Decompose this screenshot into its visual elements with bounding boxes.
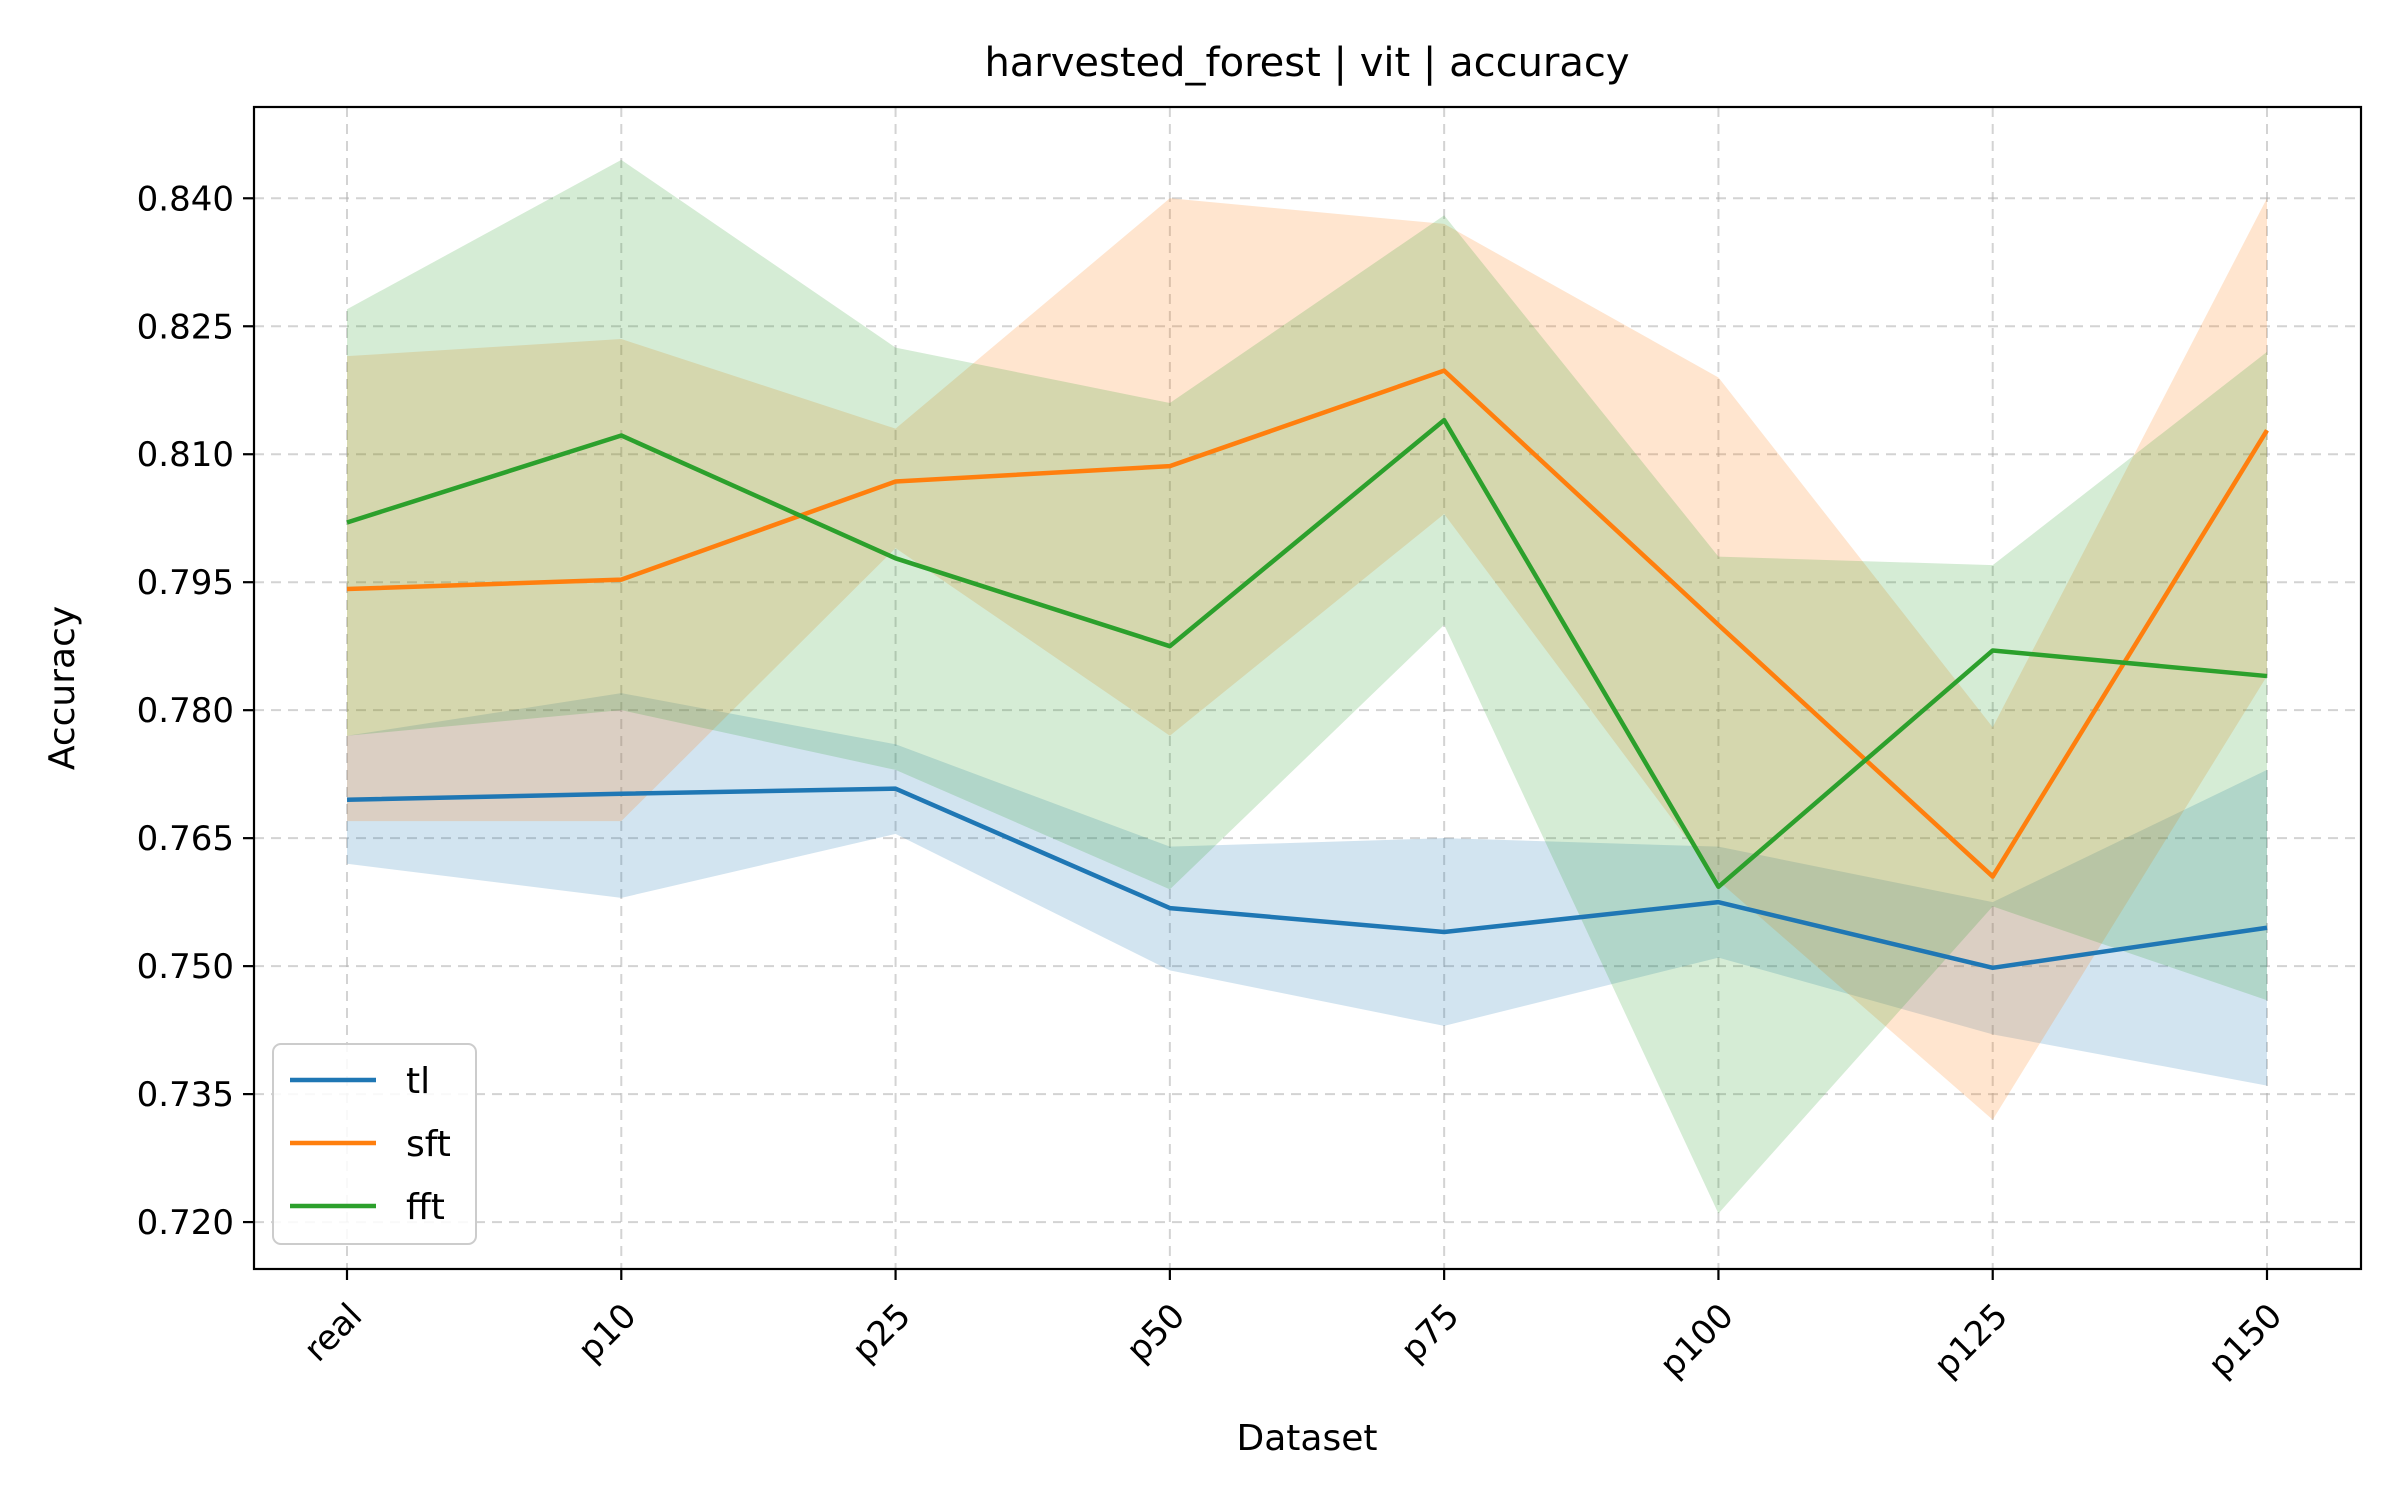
y-tick-label: 0.765 <box>137 819 234 859</box>
y-tick-label: 0.825 <box>137 307 234 347</box>
y-tick-label: 0.795 <box>137 563 234 603</box>
x-axis-title: Dataset <box>1237 1418 1378 1459</box>
chart-title: harvested_forest | vit | accuracy <box>984 40 1629 86</box>
y-tick-label: 0.720 <box>137 1203 234 1243</box>
y-tick-label: 0.780 <box>137 691 234 731</box>
y-tick-label: 0.735 <box>137 1075 234 1115</box>
series-line-sft <box>346 368 2269 879</box>
y-tick-label: 0.750 <box>137 947 234 987</box>
band-fft <box>347 159 2267 1214</box>
series-lines <box>346 368 2269 971</box>
y-axis-title: Accuracy <box>42 606 83 770</box>
y-tick-label: 0.840 <box>137 179 234 219</box>
legend-label-tl: tl <box>406 1061 430 1102</box>
y-axis-ticks: 0.720 0.735 0.750 0.765 0.780 0.795 0.810 0.825… <box>137 179 254 1243</box>
band-sft <box>347 198 2267 1120</box>
legend: tl sft fft <box>272 1043 477 1245</box>
legend-label-fft: fft <box>406 1187 445 1228</box>
series-line-tl <box>346 786 2268 971</box>
y-tick-label: 0.810 <box>137 435 234 475</box>
series-line-fft <box>346 417 2268 890</box>
plot-frame <box>252 105 2363 1271</box>
legend-label-sft: sft <box>406 1124 451 1165</box>
